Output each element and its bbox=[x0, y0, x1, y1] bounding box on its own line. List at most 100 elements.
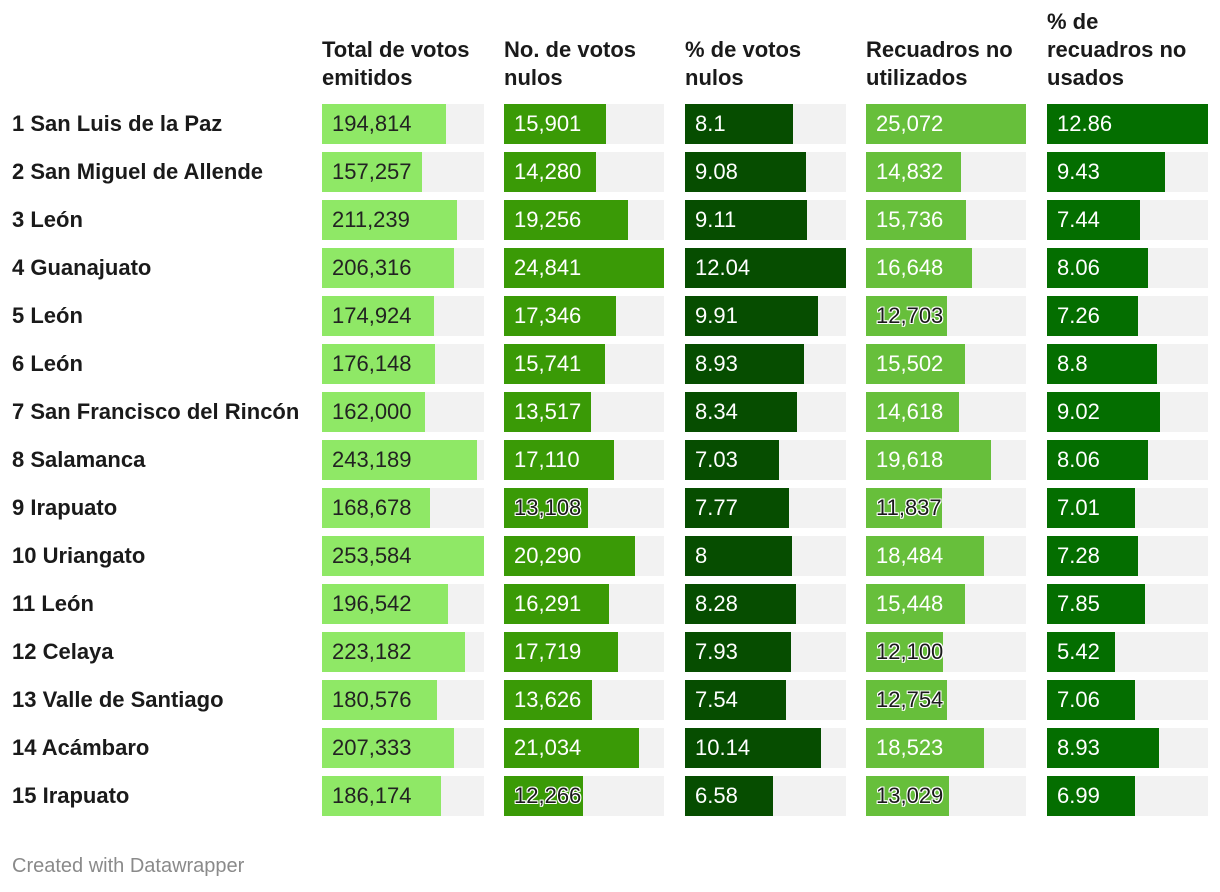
table-row: 3 León 211,239 19,256 9.11 15,736 7.44 bbox=[0, 200, 1220, 240]
bar-cell: 17,110 bbox=[504, 440, 664, 480]
bar bbox=[1047, 392, 1160, 432]
table-row: 2 San Miguel de Allende 157,257 14,280 9.08… bbox=[0, 152, 1220, 192]
bar-cell: 16,648 bbox=[866, 248, 1026, 288]
bar-cell: 15,448 bbox=[866, 584, 1026, 624]
bar-value-label: 9.08 bbox=[695, 159, 738, 184]
bar-value-label: 207,333 bbox=[332, 735, 412, 760]
bar-cell: 15,741 bbox=[504, 344, 664, 384]
bar-value-label: 253,584 bbox=[332, 543, 412, 568]
bar-value-label: 17,110 bbox=[514, 447, 580, 472]
bar bbox=[685, 488, 789, 528]
table-row: 14 Acámbaro 207,333 21,034 10.14 18,523 8.93 bbox=[0, 728, 1220, 768]
table-row: 12 Celaya 223,182 17,719 7.93 12,100 5.42 bbox=[0, 632, 1220, 672]
bar bbox=[504, 776, 583, 816]
bar-cell: 12,703 bbox=[866, 296, 1026, 336]
bar-cell: 18,484 bbox=[866, 536, 1026, 576]
bar-value-label: 7.26 bbox=[1057, 303, 1100, 328]
bar bbox=[1047, 344, 1157, 384]
bar-cell: 19,256 bbox=[504, 200, 664, 240]
bar bbox=[1047, 296, 1138, 336]
bar-cell: 243,189 bbox=[322, 440, 484, 480]
bar-value-label: 13,517 bbox=[514, 399, 582, 424]
bar-value-label: 180,576 bbox=[332, 687, 412, 712]
bar bbox=[322, 104, 446, 144]
bar-value-label: 7.06 bbox=[1057, 687, 1100, 712]
bar-value-label: 7.03 bbox=[695, 447, 738, 472]
bar bbox=[504, 200, 628, 240]
bar-value-label: 18,523 bbox=[876, 735, 944, 760]
bar-value-label: 17,346 bbox=[514, 303, 582, 328]
bar-cell: 7.06 bbox=[1047, 680, 1208, 720]
bar-value-label: 174,924 bbox=[332, 303, 412, 328]
bar-cell: 13,108 bbox=[504, 488, 664, 528]
bar-cell: 206,316 bbox=[322, 248, 484, 288]
bar bbox=[504, 488, 588, 528]
bar-value-label: 5.42 bbox=[1057, 639, 1100, 664]
bar-value-label: 11,837 bbox=[876, 495, 942, 520]
bar-cell: 207,333 bbox=[322, 728, 484, 768]
row-label: 8 Salamanca bbox=[12, 447, 146, 472]
bar-value-label: 186,174 bbox=[332, 783, 412, 808]
bar bbox=[504, 392, 591, 432]
bar-cell: 196,542 bbox=[322, 584, 484, 624]
bar bbox=[685, 296, 818, 336]
bar-cell: 11,837 bbox=[866, 488, 1026, 528]
row-label: 4 Guanajuato bbox=[12, 255, 152, 280]
bar bbox=[1047, 632, 1115, 672]
bar-cell: 16,291 bbox=[504, 584, 664, 624]
bar-value-label: 20,290 bbox=[514, 543, 582, 568]
column-header: Recuadros no utilizados bbox=[866, 37, 1013, 90]
bar-value-label: 19,618 bbox=[876, 447, 944, 472]
bar bbox=[866, 152, 961, 192]
bar-cell: 8.93 bbox=[685, 344, 846, 384]
bar-value-label: 8.93 bbox=[1057, 735, 1100, 760]
bar bbox=[504, 152, 596, 192]
bar-cell: 10.14 bbox=[685, 728, 846, 768]
bar bbox=[1047, 536, 1138, 576]
bar bbox=[1047, 104, 1208, 144]
bar-value-label: 196,542 bbox=[332, 591, 412, 616]
bar bbox=[866, 440, 991, 480]
bar-value-label: 15,736 bbox=[876, 207, 944, 232]
bar bbox=[866, 392, 959, 432]
bar-cell: 19,618 bbox=[866, 440, 1026, 480]
bar bbox=[685, 392, 797, 432]
bar-value-label: 8.28 bbox=[695, 591, 738, 616]
bar-value-label: 15,502 bbox=[876, 351, 944, 376]
bar bbox=[866, 680, 947, 720]
bar-cell: 17,346 bbox=[504, 296, 664, 336]
row-label: 12 Celaya bbox=[12, 639, 114, 664]
column-headers: Total de votos emitidos No. de votos nulo… bbox=[0, 0, 1220, 100]
bar-cell: 7.01 bbox=[1047, 488, 1208, 528]
bar bbox=[504, 440, 614, 480]
bar-cell: 13,626 bbox=[504, 680, 664, 720]
bar bbox=[866, 248, 972, 288]
bar bbox=[322, 296, 434, 336]
row-label: 11 León bbox=[12, 591, 94, 616]
bar bbox=[504, 296, 616, 336]
bar-cell: 7.28 bbox=[1047, 536, 1208, 576]
bar-cell: 12,100 bbox=[866, 632, 1026, 672]
bar-cell: 253,584 bbox=[322, 536, 484, 576]
bar-value-label: 15,901 bbox=[514, 111, 582, 136]
bar bbox=[504, 728, 639, 768]
bar-value-label: 8 bbox=[695, 543, 708, 568]
bar bbox=[866, 104, 1026, 144]
table-row: 7 San Francisco del Rincón 162,000 13,517 8… bbox=[0, 392, 1220, 432]
bar-cell: 15,901 bbox=[504, 104, 664, 144]
bar-cell: 7.44 bbox=[1047, 200, 1208, 240]
bar bbox=[322, 392, 425, 432]
bar-cell: 9.11 bbox=[685, 200, 846, 240]
bar-value-label: 13,029 bbox=[876, 783, 944, 808]
bar bbox=[685, 728, 821, 768]
bar-value-label: 176,148 bbox=[332, 351, 412, 376]
bar-cell: 162,000 bbox=[322, 392, 484, 432]
bar-cell: 18,523 bbox=[866, 728, 1026, 768]
bar-value-label: 14,618 bbox=[876, 399, 944, 424]
table-row: 8 Salamanca 243,189 17,110 7.03 19,618 8.06 bbox=[0, 440, 1220, 480]
bar-cell: 8.8 bbox=[1047, 344, 1208, 384]
bar-cell: 13,517 bbox=[504, 392, 664, 432]
bar bbox=[504, 536, 635, 576]
bar-value-label: 18,484 bbox=[876, 543, 944, 568]
bar-value-label: 17,719 bbox=[514, 639, 582, 664]
